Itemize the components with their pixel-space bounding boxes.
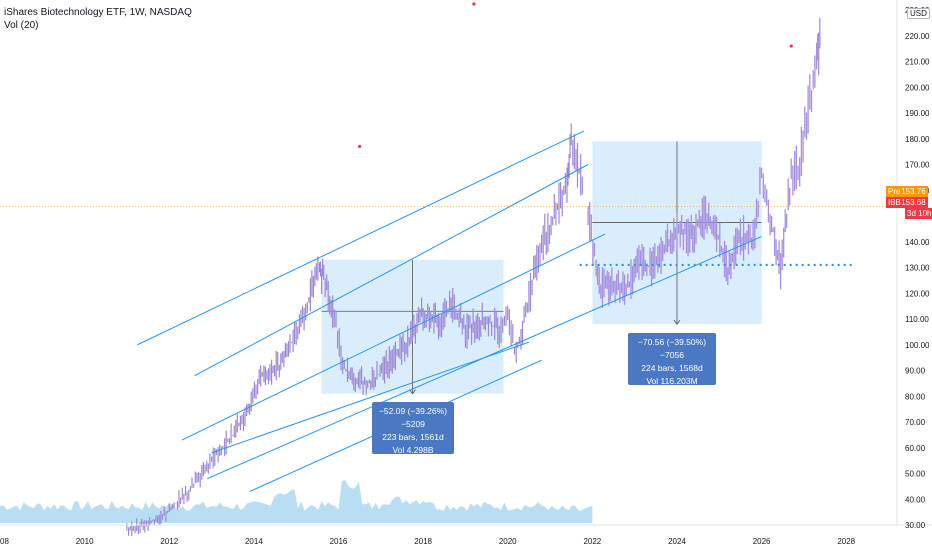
measure-1-bars: 223 bars, 1561d (382, 432, 444, 442)
range-arrow-2 (673, 319, 681, 325)
y-tick-label: 220.00 (905, 32, 930, 41)
measure-1-volume: Vol 4.298B (392, 445, 434, 455)
x-tick-label: 2014 (245, 537, 263, 546)
x-tick-label: 2008 (0, 537, 9, 546)
y-tick-label: 210.00 (905, 58, 930, 67)
measure-label-1[interactable]: −52.09 (−39.26%) −5209 223 bars, 1561d V… (372, 402, 454, 455)
y-tick-label: 50.00 (905, 470, 926, 479)
volume-fill (0, 480, 593, 523)
x-tick-label: 2028 (837, 537, 855, 546)
bar-countdown: 3d 10h (905, 208, 932, 219)
channel-1-upper (137, 130, 585, 346)
premarket-label: Pre (888, 187, 901, 196)
marker-dot (358, 144, 362, 149)
x-tick-label: 2012 (160, 537, 178, 546)
volume-area (0, 480, 593, 523)
y-tick-label: 40.00 (905, 495, 926, 504)
y-tick-label: 120.00 (905, 289, 930, 298)
x-tick-label: 2018 (414, 537, 432, 546)
measure-2-volume: Vol 116.203M (646, 376, 698, 386)
price-series (126, 17, 821, 537)
currency-badge[interactable]: USD (907, 8, 930, 19)
last-price-value: 153.68 (901, 198, 926, 207)
marker-dot (472, 2, 476, 6)
y-tick-label: 100.00 (905, 341, 930, 350)
legend-title: iShares Biotechnology ETF, 1W, NASDAQ (4, 7, 192, 18)
x-tick-label: 2010 (76, 537, 94, 546)
x-tick-label: 2022 (583, 537, 601, 546)
x-tick-label: 2026 (753, 537, 771, 546)
y-tick-label: 110.00 (905, 315, 929, 324)
y-tick-label: 200.00 (905, 83, 930, 92)
y-tick-label: 180.00 (905, 135, 930, 144)
y-tick-label: 30.00 (905, 521, 926, 530)
y-tick-label: 190.00 (905, 109, 930, 118)
premarket-value: 153.76 (901, 187, 926, 196)
range-arrow-1 (409, 389, 416, 395)
measure-label-2[interactable]: −70.56 (−39.50%) −7056 224 bars, 1568d V… (628, 333, 716, 386)
drawings (0, 2, 897, 492)
y-tick-label: 170.00 (905, 161, 930, 170)
y-tick-label: 80.00 (905, 392, 926, 401)
symbol-label: IBB (888, 198, 901, 207)
measure-2-bars: 224 bars, 1568d (641, 363, 703, 373)
measure-1-change: −52.09 (−39.26%) −5209 (378, 406, 448, 429)
x-tick-label: 2024 (668, 537, 686, 546)
legend-volume: Vol (20) (4, 20, 39, 31)
marker-dot (789, 44, 793, 48)
channel-2-upper (181, 233, 606, 441)
channel-extra-line (211, 341, 530, 454)
premarket-price-tag: Pre 153.76 (886, 186, 928, 197)
y-tick-label: 60.00 (905, 444, 926, 453)
y-tick-label: 70.00 (905, 418, 926, 427)
y-tick-label: 140.00 (905, 238, 930, 247)
last-price-tag: IBB 153.68 (886, 197, 928, 208)
chart-legend: iShares Biotechnology ETF, 1W, NASDAQ Vo… (4, 6, 192, 32)
channel-1-lower (194, 164, 589, 377)
x-tick-label: 2020 (499, 537, 517, 546)
y-tick-label: 90.00 (905, 367, 926, 376)
measure-2-change: −70.56 (−39.50%) −7056 (637, 337, 707, 360)
x-tick-label: 2016 (330, 537, 348, 546)
y-tick-label: 130.00 (905, 264, 930, 273)
